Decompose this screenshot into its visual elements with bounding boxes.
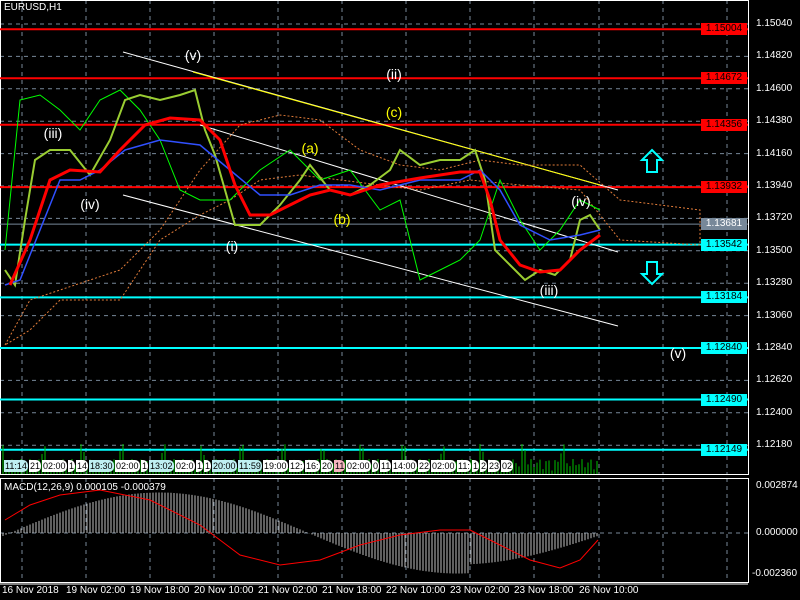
time-marker: 12:: [289, 460, 304, 472]
price-axis-label: 1.13060: [756, 309, 793, 321]
wave-label: (iii): [43, 125, 63, 141]
wave-label: (v): [184, 47, 202, 63]
macd-signal-line: [4, 489, 599, 569]
price-axis-label: 1.13500: [756, 244, 793, 256]
indicator-line-green: [4, 89, 601, 281]
time-axis-label: 26 Nov 10:00: [579, 585, 639, 596]
level-price-label: 1.12149: [701, 443, 747, 456]
level-price-label: 1.12490: [701, 393, 747, 406]
time-axis-label: 23 Nov 18:00: [514, 585, 574, 596]
price-axis-label: 1.13280: [756, 277, 793, 289]
wave-label: (i): [225, 238, 239, 254]
time-marker: 0: [372, 460, 380, 472]
price-bars: [4, 88, 601, 288]
time-marker: 02:00: [115, 460, 140, 472]
time-marker: 18:30: [89, 460, 114, 472]
time-marker: 02:0: [175, 460, 195, 472]
time-marker: 21: [29, 460, 42, 472]
price-axis-label: 1.14160: [756, 147, 793, 159]
price-axis-label: 1.12620: [756, 374, 793, 386]
ichimoku-cloud: [3, 114, 701, 347]
time-marker: 14: [76, 460, 89, 472]
main-chart-frame: [0, 0, 749, 475]
time-marker: 02:00: [431, 460, 456, 472]
time-axis-label: 23 Nov 02:00: [450, 585, 510, 596]
wave-label: (v): [669, 345, 687, 361]
time-marker: 1: [68, 460, 76, 472]
time-marker: 13:02: [149, 460, 174, 472]
level-price-label: 1.15004: [701, 23, 747, 36]
time-marker: 02:00: [42, 460, 67, 472]
level-price-label: 1.13184: [701, 291, 747, 304]
time-marker: 11:: [457, 460, 471, 472]
time-marker: 23: [488, 460, 501, 472]
macd-axis-label: 0.002874: [756, 480, 798, 491]
trend-line-yellow: [192, 71, 601, 186]
time-marker: 20:00: [212, 460, 237, 472]
macd-frame: [0, 478, 749, 583]
time-marker: 14:00: [392, 460, 417, 472]
time-marker: 11: [380, 460, 392, 472]
time-marker: 11:59: [238, 460, 262, 472]
macd-label: MACD(12,26,9) 0.000105 -0.000379: [4, 482, 166, 493]
arrow-up-icon: [639, 148, 665, 173]
time-axis-label: 19 Nov 18:00: [130, 585, 190, 596]
level-price-label: 1.13932: [701, 181, 747, 194]
time-marker: 11: [334, 460, 346, 472]
time-axis-label: 21 Nov 18:00: [322, 585, 382, 596]
time-marker: 1: [141, 460, 149, 472]
level-price-label: 1.12840: [701, 342, 747, 354]
wave-label: (a): [301, 140, 319, 156]
time-marker: 19:00: [263, 460, 288, 472]
time-marker: 1: [204, 460, 212, 472]
price-axis-label: 1.12840: [756, 342, 793, 353]
price-axis-label: 1.13720: [756, 212, 793, 224]
time-axis-label: 19 Nov 02:00: [66, 585, 126, 596]
time-marker: 11:14: [4, 460, 28, 472]
level-price-label: 1.14672: [701, 72, 747, 85]
price-axis-label: 1.14600: [756, 82, 793, 94]
time-axis-label: 16 Nov 2018: [2, 585, 59, 596]
wave-label: (c): [385, 104, 403, 120]
price-axis-label: 1.14380: [756, 115, 793, 127]
macd-axis-label: -0.002360: [752, 568, 798, 579]
wave-label: (b): [333, 211, 351, 227]
time-marker: 22: [418, 460, 431, 472]
time-marker: 20: [321, 460, 334, 472]
price-axis-label: 1.14820: [756, 50, 793, 62]
macd-axis-label: 0.000000: [756, 527, 798, 538]
level-price-label: 1.14356: [701, 118, 747, 131]
time-marker: 1: [196, 460, 204, 472]
price-axis-label: 1.12180: [756, 439, 793, 451]
arrow-down-icon: [639, 261, 665, 286]
time-marker: 02: [501, 460, 514, 472]
price-axis-label: 1.15040: [756, 18, 793, 29]
time-marker: 1: [472, 460, 480, 472]
wave-label: (iv): [80, 196, 100, 212]
wave-label: (iii): [539, 282, 559, 298]
level-price-label: 1.13542: [701, 238, 747, 251]
time-marker: 2: [480, 460, 488, 472]
chart-title: EURUSD,H1: [4, 2, 62, 13]
level-price-label: 1.13681: [701, 218, 747, 231]
indicator-line-blue: [4, 139, 601, 286]
time-axis-label: 20 Nov 10:00: [194, 585, 254, 596]
wave-label: (iv): [571, 193, 591, 209]
price-axis-label: 1.13940: [756, 180, 793, 191]
wave-label: (ii): [386, 66, 402, 82]
time-marker: 16:: [305, 460, 320, 472]
time-axis-label: 22 Nov 10:00: [386, 585, 446, 596]
time-axis-label: 21 Nov 02:00: [258, 585, 318, 596]
price-axis-label: 1.12400: [756, 406, 793, 418]
time-marker: 02:00: [346, 460, 371, 472]
moving-average-red: [8, 116, 601, 286]
